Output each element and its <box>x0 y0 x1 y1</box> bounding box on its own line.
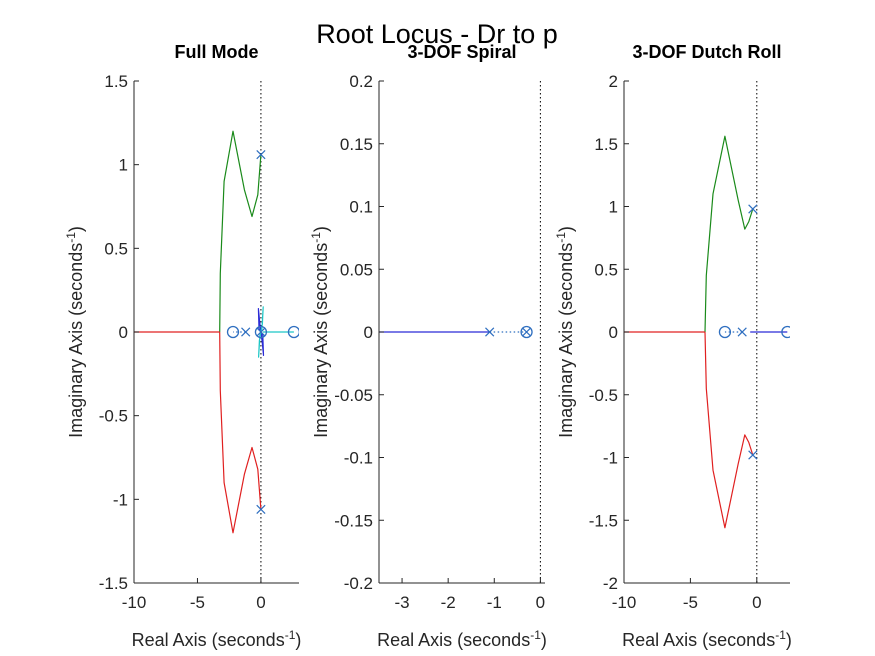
ytick-label-5: 1 <box>119 156 128 175</box>
ytick-label-3: -0.5 <box>589 386 618 405</box>
locus-branch-green-0 <box>219 130 262 333</box>
zero-marker-0 <box>520 325 533 339</box>
ylabel-spiral-text: Imaginary Axis (seconds <box>311 243 331 438</box>
ytick-label-6: 1 <box>609 198 618 217</box>
ytick-label-6: 0.1 <box>349 198 373 217</box>
ytick-label-2: -1 <box>603 449 618 468</box>
xlabel-full-mode-close: ) <box>295 630 301 650</box>
ylabel-spiral-close: ) <box>311 226 331 232</box>
pole-marker-1 <box>748 450 758 460</box>
ytick-label-0: -2 <box>603 574 618 593</box>
zero-marker-1 <box>287 325 299 339</box>
ylabel-full-mode: Imaginary Axis (seconds-1) <box>64 226 86 438</box>
ytick-label-0: -0.2 <box>344 574 373 593</box>
ytick-label-2: -0.1 <box>344 449 373 468</box>
ytick-label-8: 2 <box>609 72 618 91</box>
ylabel-dutch-roll: Imaginary Axis (seconds-1) <box>554 226 576 438</box>
subplot-title-spiral: 3-DOF Spiral <box>407 42 516 62</box>
data-spiral <box>379 325 533 339</box>
ylabel-full-mode-text: Imaginary Axis (seconds <box>66 243 86 438</box>
xtick-label-0: -10 <box>122 593 147 612</box>
ytick-label-4: 0 <box>609 323 618 342</box>
ylabel-dutch-roll-close: ) <box>556 226 576 232</box>
xlabel-spiral-text: Real Axis (seconds <box>377 630 530 650</box>
xtick-label-1: -5 <box>190 593 205 612</box>
ylabel-spiral: Imaginary Axis (seconds-1) <box>309 226 331 438</box>
xlabel-dutch-roll-text: Real Axis (seconds <box>622 630 775 650</box>
xlabel-dutch-roll-close: ) <box>786 630 792 650</box>
ytick-label-2: -0.5 <box>99 407 128 426</box>
pole-marker-1 <box>256 504 266 514</box>
subplot-dutch-roll: -2 -1.5 -1 -0.5 0 0.5 1 1.5 2 -10 -5 0 3-DOF Dutch R… <box>554 42 792 650</box>
pole-marker-0 <box>485 327 495 337</box>
locus-branch-red-1 <box>704 331 754 529</box>
ylabel-full-mode-close: ) <box>66 226 86 232</box>
xtick-label-1: -2 <box>441 593 456 612</box>
xlabel-spiral-exponent: -1 <box>530 628 541 642</box>
ylabel-dutch-roll-exponent: -1 <box>554 232 568 243</box>
xlabel-full-mode: Real Axis (seconds-1) <box>132 628 302 650</box>
pole-marker-2 <box>737 327 747 337</box>
pole-marker-0 <box>256 150 266 160</box>
ytick-label-5: 0.05 <box>340 260 373 279</box>
xlabel-dutch-roll: Real Axis (seconds-1) <box>622 628 792 650</box>
ytick-label-5: 0.5 <box>594 260 618 279</box>
pole-marker-1 <box>521 327 532 337</box>
ytick-label-0: -1.5 <box>99 574 128 593</box>
xlabel-full-mode-exponent: -1 <box>285 628 296 642</box>
ylabel-full-mode-exponent: -1 <box>64 232 78 243</box>
xtick-label-1: -5 <box>683 593 698 612</box>
pole-marker-2 <box>241 327 251 337</box>
xtick-label-2: 0 <box>256 593 265 612</box>
ytick-label-1: -1 <box>113 490 128 509</box>
ytick-label-7: 0.15 <box>340 135 373 154</box>
xlabel-full-mode-text: Real Axis (seconds <box>132 630 285 650</box>
xtick-label-2: -1 <box>487 593 502 612</box>
ytick-label-4: 0 <box>364 323 373 342</box>
ytick-label-8: 0.2 <box>349 72 373 91</box>
xlabel-dutch-roll-exponent: -1 <box>775 628 786 642</box>
ylabel-spiral-exponent: -1 <box>309 232 323 243</box>
xtick-label-0: -10 <box>612 593 637 612</box>
zero-marker-1 <box>781 325 790 339</box>
pole-marker-3 <box>256 327 266 337</box>
xtick-label-0: -3 <box>394 593 409 612</box>
ytick-label-1: -0.15 <box>334 511 373 530</box>
ytick-label-3: -0.05 <box>334 386 373 405</box>
pole-marker-0 <box>748 204 758 214</box>
locus-branch-red-1 <box>219 331 262 534</box>
subplot-title-dutch-roll: 3-DOF Dutch Roll <box>633 42 782 62</box>
xtick-label-3: 0 <box>536 593 545 612</box>
xtick-label-2: 0 <box>752 593 761 612</box>
data-full-mode <box>134 130 299 534</box>
ytick-label-6: 1.5 <box>104 72 128 91</box>
zero-marker-0 <box>226 325 240 339</box>
ylabel-dutch-roll-text: Imaginary Axis (seconds <box>556 243 576 438</box>
locus-branch-green-0 <box>704 135 754 333</box>
subplot-title-full-mode: Full Mode <box>175 42 259 62</box>
ytick-label-3: 0 <box>119 323 128 342</box>
ytick-label-7: 1.5 <box>594 135 618 154</box>
subplot-spiral: -0.2 -0.15 -0.1 -0.05 0 0.05 0.1 0.15 0.2 -3 -2 -1 0… <box>309 42 547 650</box>
ytick-label-4: 0.5 <box>104 239 128 258</box>
data-dutch-roll <box>624 135 790 529</box>
subplot-full-mode: -1.5 -1 -0.5 0 0.5 1 1.5 -10 -5 0 Full Mode Real Ax… <box>64 42 301 650</box>
xlabel-spiral-close: ) <box>541 630 547 650</box>
ytick-label-1: -1.5 <box>589 511 618 530</box>
figure-title: Root Locus - Dr to p <box>316 19 558 49</box>
zero-marker-2 <box>254 325 268 339</box>
zero-marker-0 <box>718 325 732 339</box>
xlabel-spiral: Real Axis (seconds-1) <box>377 628 547 650</box>
